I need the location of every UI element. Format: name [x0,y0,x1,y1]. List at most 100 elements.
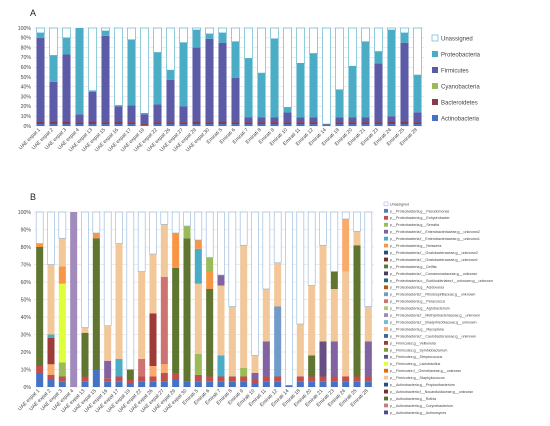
panel-b-bar-segment [364,211,373,307]
panel-b-y-tick-label: 60% [21,280,32,286]
panel-a-bar-segment [400,121,409,125]
panel-b-bar-segment [308,285,316,356]
panel-b-bar-segment [330,289,338,342]
panel-b-bar-segment [262,381,270,387]
panel-b-legend-swatch [384,229,388,234]
panel-a-bar-segment [335,27,344,91]
panel-b-bar-segment [103,211,112,327]
panel-a-bar-segment [49,121,58,125]
panel-a-bar-segment [218,121,227,125]
panel-b-y-tick-label: 40% [21,315,32,321]
panel-a-bar-segment [218,42,227,122]
panel-b-legend-swatch [384,264,388,269]
panel-b-bar-segment [353,211,361,232]
panel-b-legend-label: p__Proteobacteria;f__Methylobacteriaceae… [390,314,480,318]
panel-b-y-tick-label: 20% [21,350,32,356]
panel-a-legend-label: Bacteroidetes [441,101,478,107]
panel-b-bar-segment [58,266,66,284]
panel-a-bar-segment [153,27,162,53]
panel-b-bar-segment [364,376,372,382]
panel-b-bar-segment [251,380,259,384]
panel-b-legend-swatch [384,403,388,408]
panel-b-bar-segment [183,238,191,382]
panel-a-bar-segment [322,124,331,126]
panel-b-bar-segment [342,219,350,272]
panel-b-bar-segment [274,306,282,377]
panel-a-bar-segment [140,125,149,126]
panel-a-bar-segment [387,29,396,117]
panel-b-legend-swatch [384,299,388,304]
panel-b-bar-segment [296,381,304,387]
panel-a-bar-segment [62,27,71,39]
panel-a-bar-segment [140,27,149,114]
panel-b-legend-label: p__Proteobacteria;f__Bradyrhizobiaceae;g… [390,320,477,324]
panel-a-bar-segment [166,124,175,126]
panel-b-bar-segment [194,381,202,387]
panel-a-bar-segment [283,107,292,113]
panel-b-bar-segment [206,376,214,382]
panel-a-bar-segment [192,29,201,48]
panel-b-bar-segment [92,238,100,370]
panel-b-bar-segment [228,376,236,382]
panel-a-bar-segment [127,124,136,126]
panel-b-bar-segment [36,373,44,387]
panel-a-bar-segment [335,124,344,126]
panel-a-y-tick-label: 30% [21,94,32,100]
panel-a-bar-segment [192,121,201,125]
panel-b-bar-segment [330,211,339,272]
panel-b-bar-segment [115,359,123,377]
panel-b-chart: 0%10%20%30%40%50%60%70%80%90%100%UAE exp… [17,201,493,415]
panel-a-bar-segment [361,124,370,126]
panel-a-chart: 0%10%20%30%40%50%60%70%80%90%100%UAE exp… [18,26,481,153]
panel-b-y-tick-label: 50% [21,297,32,303]
panel-b-bar-segment [206,381,214,387]
panel-b-bar-segment [308,376,316,382]
panel-a-bar-segment [231,124,240,126]
panel-a-bar-segment [257,124,266,126]
panel-b-bar-segment [205,211,214,258]
panel-b-bar-segment [160,381,168,387]
panel-b-legend-swatch [384,222,388,227]
panel-b-legend-swatch [384,271,388,276]
panel-a-bar-segment [36,37,45,122]
panel-a-bar-segment [335,122,344,125]
panel-a-bar-segment [218,27,227,34]
panel-a-y-tick-label: 90% [21,36,32,42]
panel-b-bar-segment [47,211,55,265]
panel-b-bar-segment [296,324,304,377]
panel-a-bar-segment [231,27,240,43]
panel-b-bar-segment [353,381,361,387]
panel-a-bar-segment [127,122,136,125]
panel-b-bar-segment [228,381,236,387]
panel-a-bar-segment [244,58,253,118]
panel-a-bar-segment [413,124,422,126]
panel-b-legend-label: p__Firmicutes;g__Streptococcus [390,355,443,359]
panel-a-bar-segment [400,42,409,122]
panel-a-bar-segment [309,124,318,126]
panel-a-bar-segment [257,27,266,74]
panel-a-bar-segment [114,27,123,106]
panel-a-legend-swatch [432,67,438,73]
panel-b-legend-label: p__Firmicutes;g__Staphylococcus [390,376,445,380]
panel-b-bar-segment [104,360,112,379]
panel-b-legend-swatch [384,215,388,220]
panel-a-bar-segment [101,122,110,125]
panel-a-bar-segment [361,122,370,125]
panel-b-bar-segment [319,245,327,342]
panel-a-bar-segment [335,89,344,118]
panel-b-bar-segment [104,325,112,361]
panel-b-bar-segment [194,211,203,241]
panel-b-legend-swatch [384,320,388,324]
panel-b-bar-segment [70,212,78,387]
panel-a-bar-segment [296,124,305,126]
panel-a-bar-segment [257,73,266,118]
panel-a-bar-segment [283,112,292,123]
panel-a-bar-segment [413,112,422,123]
panel-b-bar-segment [330,341,338,377]
panel-b-legend-label: Unassigned [390,202,409,206]
panel-b-bar-segment [194,283,202,354]
panel-a-bar-segment [49,55,58,82]
panel-a-bar-segment [413,75,422,113]
panel-a-bar-segment [114,105,123,107]
panel-a-bar-segment [36,121,45,125]
